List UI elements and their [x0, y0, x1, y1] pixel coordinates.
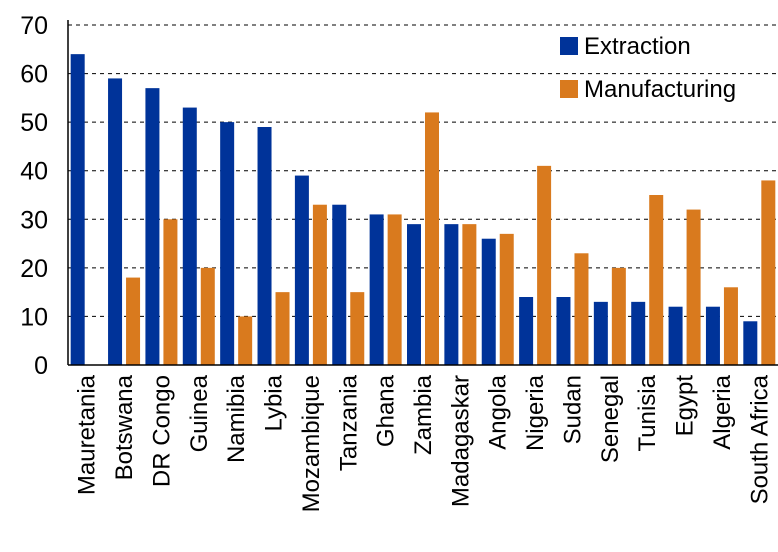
- x-tick-label-tunisia: Tunisia: [634, 374, 661, 451]
- bar-extraction-nigeria: [519, 297, 534, 365]
- bar-manufacturing-sudan: [574, 253, 589, 365]
- y-tick-label-10: 10: [20, 303, 48, 331]
- y-tick-label-30: 30: [20, 206, 48, 234]
- x-tick-label-angola: Angola: [485, 374, 512, 449]
- x-tick-label-algeria: Algeria: [709, 374, 736, 449]
- bar-extraction-angola: [481, 238, 496, 365]
- x-tick-label-south-africa: South Africa: [746, 374, 773, 504]
- bar-manufacturing-dr-congo: [163, 219, 178, 365]
- bar-extraction-egypt: [668, 306, 683, 365]
- bar-manufacturing-algeria: [723, 287, 738, 365]
- bar-extraction-namibia: [220, 122, 235, 366]
- x-tick-label-tanzania: Tanzania: [335, 374, 362, 471]
- x-tick-labels: Mauretania Botswana DR Congo Guinea Namibia L…: [74, 374, 774, 512]
- bar-manufacturing-ghana: [387, 214, 402, 365]
- x-tick-label-zambia: Zambia: [410, 374, 437, 455]
- bar-manufacturing-guinea: [200, 267, 215, 365]
- bar-extraction-lybia: [257, 127, 272, 365]
- bar-manufacturing-botswana: [126, 277, 141, 365]
- bar-extraction-algeria: [705, 306, 720, 365]
- bar-extraction-dr-congo: [145, 88, 160, 366]
- bars: [70, 54, 776, 366]
- x-tick-label-dr-congo: DR Congo: [148, 375, 175, 487]
- y-tick-label-0: 0: [34, 352, 48, 380]
- legend: Extraction Manufacturing: [560, 33, 736, 103]
- bar-extraction-madagaskar: [444, 224, 459, 365]
- legend-label-extraction: Extraction: [584, 33, 691, 60]
- x-tick-label-ghana: Ghana: [373, 374, 400, 447]
- y-tick-label-20: 20: [20, 255, 48, 283]
- gridlines: [68, 24, 778, 317]
- axes: [67, 20, 778, 366]
- y-tick-label-70: 70: [20, 12, 48, 40]
- x-tick-label-namibia: Namibia: [223, 374, 250, 463]
- x-tick-label-guinea: Guinea: [186, 374, 213, 452]
- y-tick-labels: 0 10 20 30 40 50 60 70: [20, 12, 48, 380]
- bar-extraction-senegal: [593, 301, 608, 365]
- bar-manufacturing-namibia: [238, 316, 253, 365]
- bar-extraction-guinea: [182, 107, 197, 366]
- legend-swatch-extraction: [560, 37, 578, 55]
- bar-manufacturing-tunisia: [649, 195, 664, 365]
- x-tick-label-mozambique: Mozambique: [298, 375, 325, 512]
- bar-manufacturing-mozambique: [312, 204, 327, 365]
- y-tick-label-60: 60: [20, 61, 48, 89]
- bar-extraction-mozambique: [294, 175, 309, 365]
- legend-swatch-manufacturing: [560, 80, 578, 98]
- bar-manufacturing-lybia: [275, 292, 290, 365]
- x-tick-label-senegal: Senegal: [597, 375, 624, 463]
- bar-extraction-mauretania: [70, 54, 85, 366]
- x-tick-label-sudan: Sudan: [559, 375, 586, 444]
- bar-manufacturing-egypt: [686, 209, 701, 365]
- x-tick-label-botswana: Botswana: [111, 374, 138, 480]
- x-tick-label-egypt: Egypt: [672, 375, 699, 437]
- bar-manufacturing-nigeria: [537, 165, 552, 365]
- bar-extraction-tanzania: [332, 204, 347, 365]
- y-tick-label-40: 40: [20, 158, 48, 186]
- x-tick-label-mauretania: Mauretania: [74, 374, 101, 495]
- y-tick-label-50: 50: [20, 109, 48, 137]
- bar-extraction-ghana: [369, 214, 384, 365]
- bar-manufacturing-angola: [499, 233, 514, 365]
- bar-extraction-south-africa: [743, 321, 758, 365]
- bar-extraction-botswana: [108, 78, 123, 365]
- bar-manufacturing-madagaskar: [462, 224, 477, 365]
- x-tick-label-lybia: Lybia: [261, 374, 288, 431]
- bar-extraction-zambia: [407, 224, 421, 365]
- bar-extraction-tunisia: [631, 301, 646, 365]
- bar-manufacturing-zambia: [425, 112, 439, 365]
- bar-manufacturing-south-africa: [761, 180, 776, 365]
- x-tick-label-madagaskar: Madagaskar: [447, 375, 474, 507]
- bar-extraction-sudan: [556, 297, 571, 365]
- x-tick-label-nigeria: Nigeria: [522, 374, 549, 451]
- legend-label-manufacturing: Manufacturing: [584, 76, 736, 103]
- bar-manufacturing-senegal: [611, 267, 626, 365]
- bar-manufacturing-tanzania: [350, 292, 365, 365]
